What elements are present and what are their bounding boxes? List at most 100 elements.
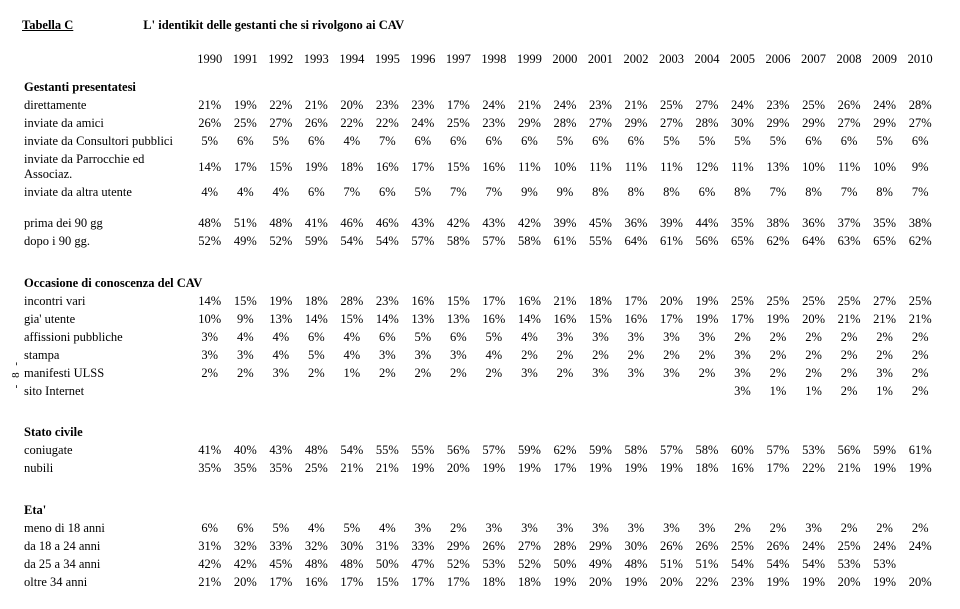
cell: 15% bbox=[263, 151, 299, 184]
cell: 6% bbox=[512, 133, 548, 151]
cell: 3% bbox=[654, 328, 690, 346]
cell: 29% bbox=[583, 537, 619, 555]
cell: 37% bbox=[831, 215, 867, 233]
cell: 19% bbox=[867, 460, 903, 478]
cell: 20% bbox=[334, 97, 370, 115]
cell: 17% bbox=[725, 310, 761, 328]
row-label: stampa bbox=[22, 346, 192, 364]
cell: 59% bbox=[512, 442, 548, 460]
year-col: 1999 bbox=[512, 50, 548, 68]
cell bbox=[547, 382, 583, 400]
cell: 6% bbox=[370, 184, 406, 202]
cell: 28% bbox=[689, 115, 725, 133]
cell: 2% bbox=[760, 346, 796, 364]
cell: 21% bbox=[192, 573, 228, 591]
cell: 19% bbox=[228, 97, 264, 115]
cell: 4% bbox=[263, 328, 299, 346]
cell: 21% bbox=[618, 97, 654, 115]
cell bbox=[228, 382, 264, 400]
table-row: incontri vari14%15%19%18%28%23%16%15%17%… bbox=[22, 292, 938, 310]
table-row: stampa3%3%4%5%4%3%3%3%4%2%2%2%2%2%2%3%2%… bbox=[22, 346, 938, 364]
cell: 6% bbox=[618, 133, 654, 151]
cell: 21% bbox=[831, 310, 867, 328]
cell: 19% bbox=[902, 460, 938, 478]
cell: 2% bbox=[299, 364, 335, 382]
cell: 56% bbox=[441, 442, 477, 460]
cell: 43% bbox=[263, 442, 299, 460]
cell: 19% bbox=[263, 292, 299, 310]
cell: 59% bbox=[583, 442, 619, 460]
cell: 35% bbox=[263, 460, 299, 478]
cell: 17% bbox=[334, 573, 370, 591]
cell: 2% bbox=[831, 328, 867, 346]
cell: 23% bbox=[370, 97, 406, 115]
cell: 20% bbox=[441, 460, 477, 478]
cell: 14% bbox=[512, 310, 548, 328]
cell: 11% bbox=[512, 151, 548, 184]
section-title: Stato civile bbox=[22, 413, 938, 442]
cell: 21% bbox=[512, 97, 548, 115]
cell: 27% bbox=[512, 537, 548, 555]
cell: 3% bbox=[263, 364, 299, 382]
cell: 35% bbox=[725, 215, 761, 233]
cell: 3% bbox=[618, 519, 654, 537]
cell: 19% bbox=[796, 573, 832, 591]
cell: 22% bbox=[370, 115, 406, 133]
cell: 2% bbox=[725, 328, 761, 346]
cell: 63% bbox=[831, 233, 867, 251]
cell: 48% bbox=[299, 555, 335, 573]
cell: 23% bbox=[370, 292, 406, 310]
cell: 64% bbox=[796, 233, 832, 251]
cell: 51% bbox=[654, 555, 690, 573]
cell: 2% bbox=[476, 364, 512, 382]
cell: 23% bbox=[725, 573, 761, 591]
cell bbox=[299, 382, 335, 400]
cell: 23% bbox=[405, 97, 441, 115]
cell: 19% bbox=[689, 310, 725, 328]
table-row: inviate da altra utente4%4%4%6%7%6%5%7%7… bbox=[22, 184, 938, 202]
table-row: dopo i 90 gg.52%49%52%59%54%54%57%58%57%… bbox=[22, 233, 938, 251]
cell: 4% bbox=[228, 328, 264, 346]
year-col: 2006 bbox=[760, 50, 796, 68]
cell: 30% bbox=[725, 115, 761, 133]
cell: 2% bbox=[760, 328, 796, 346]
cell: 19% bbox=[618, 573, 654, 591]
cell: 2% bbox=[547, 364, 583, 382]
cell: 8% bbox=[654, 184, 690, 202]
table-row: nubili35%35%35%25%21%21%19%20%19%19%17%1… bbox=[22, 460, 938, 478]
cell: 3% bbox=[441, 346, 477, 364]
cell: 6% bbox=[583, 133, 619, 151]
cell: 14% bbox=[370, 310, 406, 328]
cell: 16% bbox=[405, 292, 441, 310]
cell: 25% bbox=[831, 537, 867, 555]
cell: 6% bbox=[299, 184, 335, 202]
cell: 4% bbox=[228, 184, 264, 202]
cell: 15% bbox=[228, 292, 264, 310]
cell bbox=[405, 382, 441, 400]
cell: 54% bbox=[334, 442, 370, 460]
cell: 29% bbox=[618, 115, 654, 133]
cell: 42% bbox=[228, 555, 264, 573]
cell: 38% bbox=[760, 215, 796, 233]
cell: 25% bbox=[796, 292, 832, 310]
cell: 61% bbox=[547, 233, 583, 251]
year-col: 2008 bbox=[831, 50, 867, 68]
cell: 48% bbox=[192, 215, 228, 233]
cell: 25% bbox=[760, 292, 796, 310]
cell: 22% bbox=[334, 115, 370, 133]
cell: 48% bbox=[299, 442, 335, 460]
cell: 17% bbox=[405, 151, 441, 184]
cell: 20% bbox=[583, 573, 619, 591]
cell: 9% bbox=[902, 151, 938, 184]
cell: 13% bbox=[760, 151, 796, 184]
cell: 2% bbox=[831, 346, 867, 364]
cell: 4% bbox=[263, 184, 299, 202]
cell: 17% bbox=[654, 310, 690, 328]
cell: 29% bbox=[796, 115, 832, 133]
cell: 2% bbox=[441, 519, 477, 537]
cell: 30% bbox=[618, 537, 654, 555]
cell: 60% bbox=[725, 442, 761, 460]
cell: 24% bbox=[796, 537, 832, 555]
row-label: direttamente bbox=[22, 97, 192, 115]
cell: 11% bbox=[831, 151, 867, 184]
